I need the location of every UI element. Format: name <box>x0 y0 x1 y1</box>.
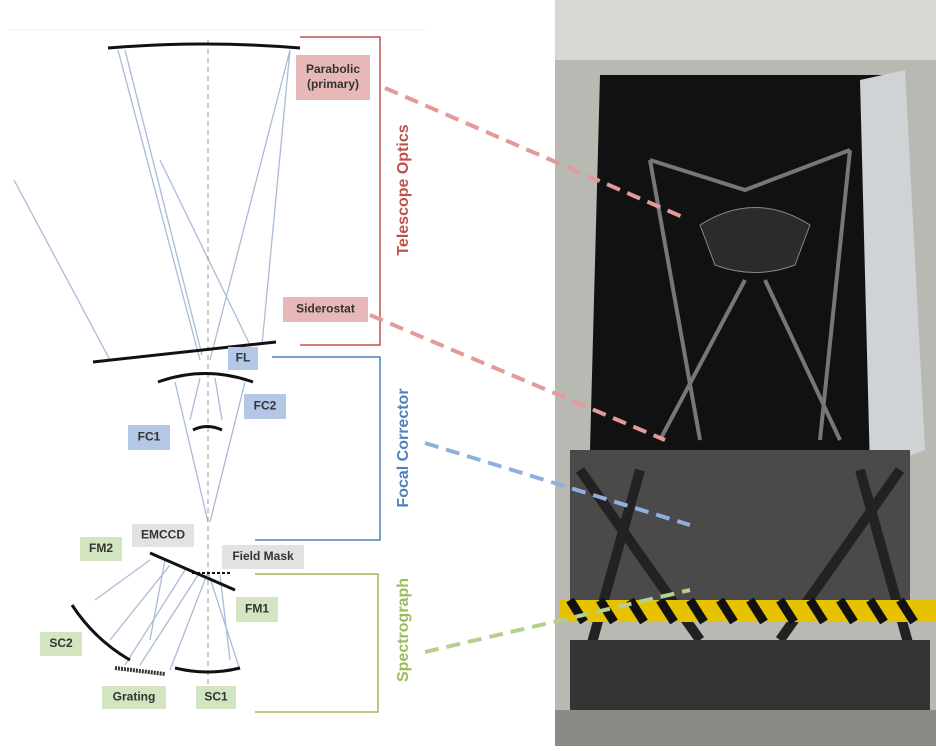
label-box <box>236 597 278 622</box>
photo <box>555 0 936 746</box>
brackets <box>255 36 381 713</box>
platform <box>570 640 930 710</box>
label-box <box>128 425 170 450</box>
label-text: SC2 <box>49 636 73 650</box>
floor <box>555 710 936 746</box>
labels: Parabolic(primary) Siderostat FL FC2 FC1 EMCC… <box>40 55 370 709</box>
grating <box>114 666 166 676</box>
label-box <box>80 537 122 561</box>
label-text: FC1 <box>138 430 161 444</box>
focal-bracket <box>255 356 381 541</box>
label-text: Parabolic <box>306 62 360 76</box>
fc2-mirror <box>192 425 223 432</box>
label-box <box>283 297 368 322</box>
label-box <box>196 686 236 709</box>
label-box <box>40 632 82 656</box>
arrow-spectrograph <box>424 588 691 654</box>
arrow-siderostat <box>369 313 666 442</box>
label-box <box>222 545 304 569</box>
label-text: Siderostat <box>296 302 355 316</box>
optical-diagram <box>10 29 425 690</box>
arrow-focal <box>424 441 691 527</box>
fc1-mirror <box>157 372 254 384</box>
label-box <box>102 686 166 709</box>
arrow-parabolic <box>384 86 686 220</box>
label-box <box>132 524 194 547</box>
fm-mirror <box>149 551 236 592</box>
diagram-background <box>0 0 555 746</box>
arrows <box>369 86 691 654</box>
primary-mirror <box>107 42 301 50</box>
label-text: FL <box>236 351 251 365</box>
struts <box>648 148 852 441</box>
side-panel <box>860 70 925 470</box>
label-text: Field Mask <box>232 549 294 563</box>
label-text: FC2 <box>254 399 277 413</box>
section-title: Telescope Optics <box>395 124 412 255</box>
label-box <box>244 394 286 419</box>
label-text: FM2 <box>89 541 113 555</box>
siderostat-mirror <box>92 340 277 364</box>
light-rays <box>13 49 291 671</box>
label-box <box>228 347 258 370</box>
photo-ceiling <box>555 0 936 60</box>
label-text: EMCCD <box>141 528 185 542</box>
hexapod-legs <box>575 467 915 652</box>
spectrograph-bracket <box>255 573 379 713</box>
primary-mirror-photo <box>699 207 811 273</box>
sc1-mirror <box>174 666 241 674</box>
section-title: Spectrograph <box>395 578 412 682</box>
section-title: Focal Corrector <box>395 388 412 507</box>
label-text: FM1 <box>245 602 269 616</box>
sc2-mirror <box>70 604 131 662</box>
label-text: (primary) <box>307 77 359 91</box>
telescope-bracket <box>300 36 381 346</box>
section-titles: Telescope Optics Focal Corrector Spectrogr… <box>395 124 412 682</box>
label-text: Grating <box>113 690 156 704</box>
label-text: SC1 <box>204 690 228 704</box>
label-box <box>296 55 370 100</box>
